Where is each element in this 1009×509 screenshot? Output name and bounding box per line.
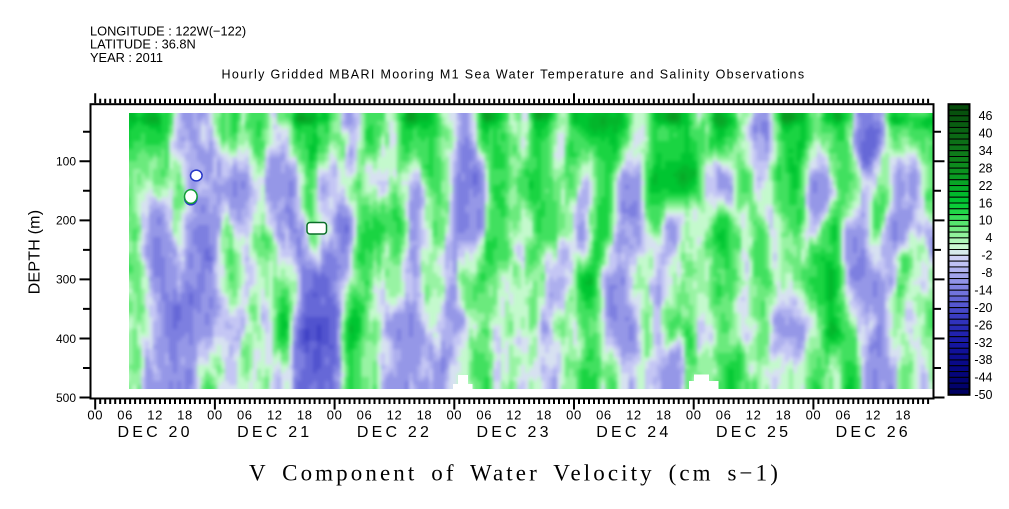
svg-text:06: 06 — [596, 408, 612, 423]
svg-text:46: 46 — [979, 109, 993, 123]
svg-text:40: 40 — [979, 127, 993, 141]
svg-text:00: 00 — [806, 408, 822, 423]
svg-text:500: 500 — [56, 391, 76, 405]
svg-text:-44: -44 — [974, 371, 992, 385]
svg-text:16: 16 — [979, 196, 993, 210]
svg-text:12: 12 — [387, 408, 403, 423]
svg-text:LONGITUDE : 122W(−122): LONGITUDE : 122W(−122) — [90, 24, 246, 39]
svg-text:DEC 22: DEC 22 — [357, 424, 432, 441]
svg-text:06: 06 — [716, 408, 732, 423]
svg-text:400: 400 — [56, 332, 76, 346]
svg-text:12: 12 — [626, 408, 642, 423]
svg-text:-50: -50 — [974, 388, 992, 402]
svg-text:00: 00 — [327, 408, 343, 423]
svg-text:-26: -26 — [974, 318, 992, 332]
svg-text:DEC 20: DEC 20 — [117, 424, 192, 441]
svg-text:V Component of Water Velocity: V Component of Water Velocity (cm s−1) — [249, 461, 781, 486]
svg-text:18: 18 — [297, 408, 313, 423]
svg-text:-38: -38 — [974, 353, 992, 367]
svg-text:12: 12 — [746, 408, 762, 423]
svg-text:Hourly Gridded MBARI Mooring M: Hourly Gridded MBARI Mooring M1 Sea Wate… — [222, 68, 806, 82]
svg-text:18: 18 — [656, 408, 672, 423]
svg-text:10: 10 — [979, 214, 993, 228]
svg-text:06: 06 — [237, 408, 253, 423]
svg-text:12: 12 — [865, 408, 881, 423]
svg-text:12: 12 — [506, 408, 522, 423]
svg-text:18: 18 — [177, 408, 193, 423]
svg-text:DEC 23: DEC 23 — [476, 424, 551, 441]
svg-text:28: 28 — [979, 161, 993, 175]
svg-text:4: 4 — [986, 231, 993, 245]
svg-text:22: 22 — [979, 179, 993, 193]
svg-text:100: 100 — [56, 155, 76, 169]
svg-text:DEC 26: DEC 26 — [836, 424, 911, 441]
svg-text:12: 12 — [267, 408, 283, 423]
svg-text:YEAR : 2011: YEAR : 2011 — [90, 50, 163, 65]
svg-text:06: 06 — [476, 408, 492, 423]
svg-text:00: 00 — [207, 408, 223, 423]
svg-text:00: 00 — [446, 408, 462, 423]
svg-text:-2: -2 — [981, 249, 992, 263]
svg-text:200: 200 — [56, 214, 76, 228]
svg-text:06: 06 — [835, 408, 851, 423]
svg-text:18: 18 — [895, 408, 911, 423]
svg-text:34: 34 — [979, 144, 993, 158]
svg-text:-14: -14 — [974, 284, 992, 298]
svg-text:DEC 21: DEC 21 — [237, 424, 312, 441]
svg-text:-20: -20 — [974, 301, 992, 315]
svg-text:00: 00 — [87, 408, 103, 423]
svg-text:18: 18 — [417, 408, 433, 423]
svg-text:DEPTH (m): DEPTH (m) — [27, 210, 44, 294]
svg-text:00: 00 — [566, 408, 582, 423]
svg-text:DEC 24: DEC 24 — [596, 424, 671, 441]
svg-text:18: 18 — [536, 408, 552, 423]
svg-text:12: 12 — [147, 408, 163, 423]
svg-text:-32: -32 — [974, 336, 992, 350]
svg-text:LATITUDE : 36.8N: LATITUDE : 36.8N — [90, 37, 196, 52]
svg-text:06: 06 — [357, 408, 373, 423]
svg-text:300: 300 — [56, 273, 76, 287]
svg-text:DEC 25: DEC 25 — [716, 424, 791, 441]
svg-text:06: 06 — [117, 408, 133, 423]
svg-text:00: 00 — [686, 408, 702, 423]
svg-text:-8: -8 — [981, 266, 992, 280]
svg-text:18: 18 — [776, 408, 792, 423]
